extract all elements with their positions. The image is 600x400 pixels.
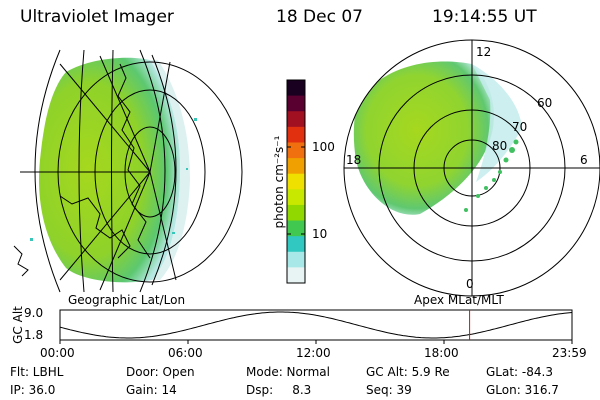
left-coastline <box>13 63 151 277</box>
right-polar-map <box>343 39 600 297</box>
altitude-timeline <box>59 309 573 344</box>
colorbar-band <box>287 251 305 268</box>
colorbar-tick-100: 100 <box>312 140 335 154</box>
mlt-12-label: 12 <box>476 45 492 59</box>
gc-alt-info: GC Alt: 5.9 Re <box>366 365 450 379</box>
mode-info: Mode: Normal <box>246 365 330 379</box>
right-map-caption: Apex MLat/MLT <box>414 293 504 307</box>
mlat-80-label: 80 <box>492 139 508 153</box>
dsp-info: Dsp: 8.3 <box>246 383 312 397</box>
timeline-xtick: 23:59 <box>552 346 587 360</box>
seq-info: Seq: 39 <box>366 383 412 397</box>
mlt-0-label: 0 <box>466 277 474 291</box>
colorbar-band <box>287 173 305 190</box>
colorbar <box>286 79 306 284</box>
colorbar-band <box>287 80 305 97</box>
instrument-title: Ultraviolet Imager <box>20 7 174 27</box>
left-map-caption: Geographic Lat/Lon <box>68 293 186 307</box>
colorbar-band <box>287 158 305 175</box>
mlt-6-label: 6 <box>580 153 588 167</box>
date-label: 18 Dec 07 <box>276 7 363 27</box>
timeline-ytick-max: 9.0 <box>24 306 44 320</box>
colorbar-band <box>287 220 305 237</box>
time-label: 19:14:55 UT <box>432 7 537 27</box>
altitude-curve <box>59 311 573 339</box>
colorbar-tick-10: 10 <box>312 227 328 241</box>
timeline-xtick: 18:00 <box>424 346 459 360</box>
colorbar-band <box>287 111 305 128</box>
colorbar-band <box>287 204 305 222</box>
glat-info: GLat: -84.3 <box>486 365 553 379</box>
timeline-axis-label: GC Alt <box>11 306 25 344</box>
colorbar-band <box>287 236 305 253</box>
left-aurora-glow <box>39 57 190 283</box>
colorbar-band <box>287 126 305 143</box>
colorbar-unit-label: photon cm⁻²s⁻¹ <box>272 135 286 229</box>
colorbar-band <box>287 95 305 112</box>
ip-info: IP: 36.0 <box>10 383 56 397</box>
colorbar-band <box>287 267 305 284</box>
gain-info: Gain: 14 <box>126 383 177 397</box>
mlat-60-label: 60 <box>537 96 553 110</box>
timeline-xtick: 06:00 <box>168 346 203 360</box>
left-map-grid <box>20 49 243 293</box>
mlt-18-label: 18 <box>346 153 362 167</box>
door-info: Door: Open <box>126 365 195 379</box>
colorbar-band <box>287 142 305 159</box>
mlat-70-label: 70 <box>512 120 528 134</box>
timeline-ytick-min: 1.8 <box>24 328 44 342</box>
filter-info: Flt: LBHL <box>10 365 64 379</box>
left-speckles <box>30 118 197 241</box>
glon-info: GLon: 316.7 <box>486 383 559 397</box>
timeline-xtick: 00:00 <box>40 346 75 360</box>
colorbar-band <box>287 189 305 206</box>
timeline-xtick: 12:00 <box>296 346 331 360</box>
